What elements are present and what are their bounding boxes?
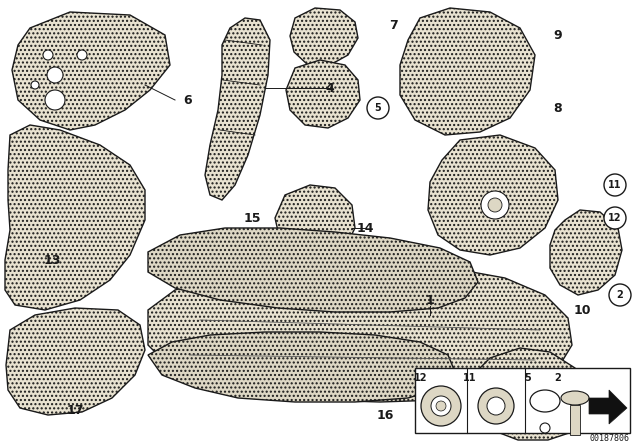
Text: 13: 13 bbox=[44, 254, 61, 267]
Circle shape bbox=[421, 386, 461, 426]
Circle shape bbox=[609, 284, 631, 306]
Circle shape bbox=[478, 388, 514, 424]
Text: 11: 11 bbox=[463, 373, 477, 383]
Polygon shape bbox=[290, 8, 358, 65]
FancyBboxPatch shape bbox=[415, 368, 630, 433]
Circle shape bbox=[540, 423, 550, 433]
Text: 11: 11 bbox=[608, 180, 621, 190]
Text: 5: 5 bbox=[374, 103, 381, 113]
Text: 12: 12 bbox=[608, 213, 621, 223]
Text: 4: 4 bbox=[326, 82, 334, 95]
Text: 12: 12 bbox=[414, 373, 428, 383]
Text: 16: 16 bbox=[376, 409, 394, 422]
Circle shape bbox=[431, 396, 451, 416]
Circle shape bbox=[481, 191, 509, 219]
Text: 1: 1 bbox=[426, 293, 435, 306]
Circle shape bbox=[47, 67, 63, 83]
Text: 2: 2 bbox=[616, 290, 623, 300]
Text: 15: 15 bbox=[243, 211, 260, 224]
Circle shape bbox=[77, 50, 87, 60]
Ellipse shape bbox=[561, 391, 589, 405]
Polygon shape bbox=[6, 308, 145, 415]
Polygon shape bbox=[428, 135, 558, 255]
Circle shape bbox=[367, 97, 389, 119]
Polygon shape bbox=[12, 12, 170, 130]
Polygon shape bbox=[589, 390, 627, 424]
Polygon shape bbox=[148, 265, 572, 402]
Polygon shape bbox=[5, 125, 145, 310]
Polygon shape bbox=[550, 210, 622, 295]
Circle shape bbox=[604, 174, 626, 196]
Polygon shape bbox=[286, 60, 360, 128]
Text: 8: 8 bbox=[554, 102, 563, 115]
Circle shape bbox=[604, 207, 626, 229]
Text: 3: 3 bbox=[564, 392, 572, 405]
Polygon shape bbox=[148, 228, 478, 312]
Text: 14: 14 bbox=[356, 221, 374, 234]
Polygon shape bbox=[148, 332, 455, 402]
Circle shape bbox=[487, 397, 505, 415]
Text: 9: 9 bbox=[554, 29, 563, 42]
Polygon shape bbox=[468, 348, 590, 440]
Text: 5: 5 bbox=[525, 373, 531, 383]
Text: 7: 7 bbox=[388, 18, 397, 31]
Circle shape bbox=[488, 198, 502, 212]
Text: 2: 2 bbox=[555, 373, 561, 383]
Circle shape bbox=[45, 90, 65, 110]
FancyBboxPatch shape bbox=[570, 405, 580, 435]
Text: 6: 6 bbox=[184, 94, 192, 107]
Circle shape bbox=[43, 50, 53, 60]
Text: 17: 17 bbox=[67, 404, 84, 417]
Circle shape bbox=[31, 81, 39, 89]
Polygon shape bbox=[205, 18, 270, 200]
Polygon shape bbox=[400, 8, 535, 135]
Ellipse shape bbox=[530, 390, 560, 412]
Text: 10: 10 bbox=[573, 303, 591, 316]
Polygon shape bbox=[275, 185, 355, 258]
Circle shape bbox=[436, 401, 446, 411]
Text: 00187806: 00187806 bbox=[590, 434, 630, 443]
